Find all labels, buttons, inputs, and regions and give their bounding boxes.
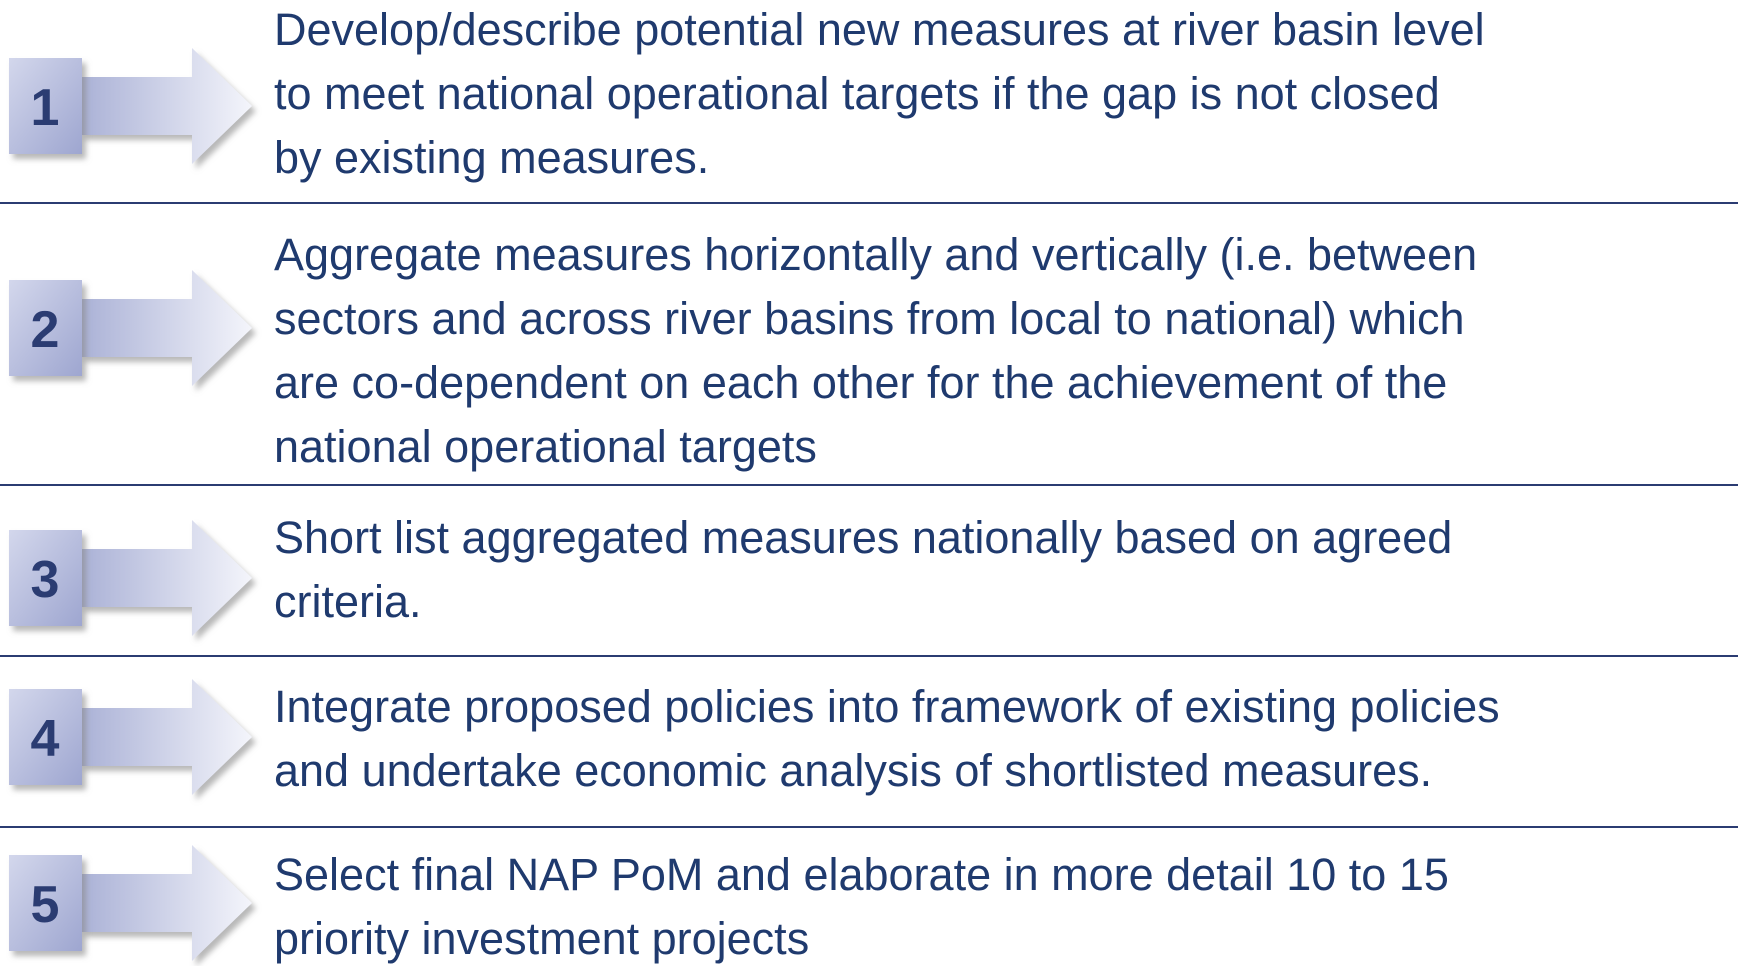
number-box: [9, 280, 82, 376]
step-text: are co-dependent on each other for the a…: [274, 357, 1448, 408]
step-text: and undertake economic analysis of short…: [274, 745, 1433, 796]
arrow: [80, 520, 252, 636]
step-text: to meet national operational targets if …: [274, 68, 1440, 119]
arrow: [80, 679, 252, 795]
arrow: [80, 48, 252, 164]
number-box: [9, 58, 82, 154]
steps: 1 2 3 4 5: [0, 48, 1738, 961]
number-box: [9, 855, 82, 951]
arrow: [80, 845, 252, 961]
step-text: Integrate proposed policies into framewo…: [274, 681, 1500, 732]
step-text: criteria.: [274, 576, 422, 627]
step-number: 3: [31, 551, 60, 609]
step-text: Develop/describe potential new measures …: [274, 4, 1485, 55]
step-text: sectors and across river basins from loc…: [274, 293, 1465, 344]
step-text: Short list aggregated measures nationall…: [274, 512, 1453, 563]
arrow: [80, 270, 252, 386]
step-text: by existing measures.: [274, 132, 710, 183]
step-number: 2: [31, 301, 60, 359]
step-text: Select final NAP PoM and elaborate in mo…: [274, 849, 1449, 900]
step-text: Aggregate measures horizontally and vert…: [274, 229, 1478, 280]
number-box: [9, 689, 82, 785]
number-box: [9, 530, 82, 626]
step-number: 1: [31, 79, 60, 137]
step-number: 4: [31, 710, 60, 768]
step-number: 5: [31, 876, 60, 934]
step-text: national operational targets: [274, 421, 817, 472]
step-text: priority investment projects: [274, 913, 810, 964]
